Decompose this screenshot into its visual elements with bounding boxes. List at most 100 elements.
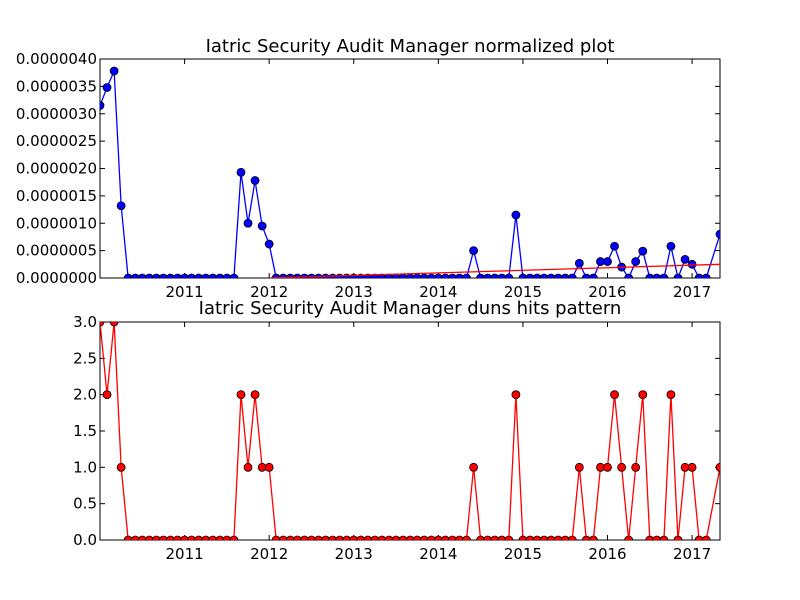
data-point [292,535,302,540]
data-point [659,273,669,278]
data-point [116,462,126,472]
data-point [264,239,274,249]
data-point [680,254,690,264]
normalized-plot-panel: Iatric Security Audit Manager normalized… [16,36,721,301]
data-point [100,101,105,110]
data-point [469,462,479,472]
data-point [250,176,260,185]
data-point [342,535,352,540]
data-point [567,273,577,278]
data-point [567,535,577,540]
data-point [328,535,338,540]
data-point [638,390,648,400]
data-point [152,535,161,540]
series-line [269,263,720,278]
data-point [490,535,500,540]
data-point [356,535,366,540]
data-point [300,535,309,540]
data-point [384,535,394,540]
data-point [194,535,204,540]
data-point [476,273,486,278]
y-tick-label: 0.0000010 [16,214,97,232]
plot-frame [99,58,721,279]
x-tick-label: 2016 [588,283,626,301]
y-tick-label: 0.0000025 [16,132,97,150]
data-point [652,535,662,540]
data-point [490,273,500,278]
data-point [377,535,387,540]
data-point [229,535,239,540]
data-point [159,535,168,540]
data-point [560,273,570,278]
data-point [229,273,239,278]
data-point [455,273,464,278]
y-tick-label: 2.5 [73,349,97,367]
data-point [546,535,556,540]
data-point [546,273,556,278]
data-point [603,462,612,472]
data-point [130,273,140,278]
data-point [497,535,507,540]
series-line [100,322,720,540]
y-tick-label: 3.0 [73,313,97,331]
x-tick-label: 2013 [335,283,373,301]
data-point [673,535,683,540]
data-point [687,259,697,269]
data-point [638,246,648,256]
data-point [236,167,246,177]
y-tick-label: 0.0000030 [16,105,97,123]
data-point [194,273,204,278]
data-point [588,535,598,540]
data-point [645,273,655,278]
data-point [687,462,697,472]
y-tick-label: 0.0000040 [16,50,97,68]
data-point [511,210,521,220]
data-point [257,221,267,231]
y-tick-label: 0.0000020 [16,160,97,178]
data-point [222,273,232,278]
x-tick-label: 2012 [250,545,288,563]
data-point [581,535,591,540]
data-point [462,535,471,540]
data-point [102,390,112,400]
x-tick-label: 2017 [673,545,711,563]
data-point [208,535,218,540]
data-point [215,535,225,540]
data-point [144,535,154,540]
data-point [405,535,415,540]
data-point [166,535,175,540]
data-point [321,535,330,540]
x-tick-label: 2015 [504,283,542,301]
data-point [180,535,189,540]
data-point [610,390,619,400]
data-point [109,66,119,76]
data-point [659,535,669,540]
data-point [130,535,140,540]
data-point [412,535,422,540]
data-point [673,273,683,278]
data-point [440,273,450,278]
data-point [715,462,720,472]
data-point [123,273,133,278]
data-point [483,535,493,540]
data-point [511,390,521,400]
data-point [701,273,711,278]
data-point [666,390,676,400]
x-tick-label: 2013 [335,545,373,563]
data-point [426,273,436,278]
data-point [391,535,401,540]
data-point [314,535,323,540]
data-point [694,535,704,540]
data-point [560,535,570,540]
data-point [278,535,288,540]
data-point [610,241,619,251]
data-point [123,535,133,540]
data-point [497,273,507,278]
data-point [335,535,345,540]
data-point [173,273,182,278]
data-point [222,535,232,540]
data-point [236,390,246,400]
x-tick-label: 2011 [165,283,203,301]
data-point [116,201,126,211]
data-point [715,229,720,239]
